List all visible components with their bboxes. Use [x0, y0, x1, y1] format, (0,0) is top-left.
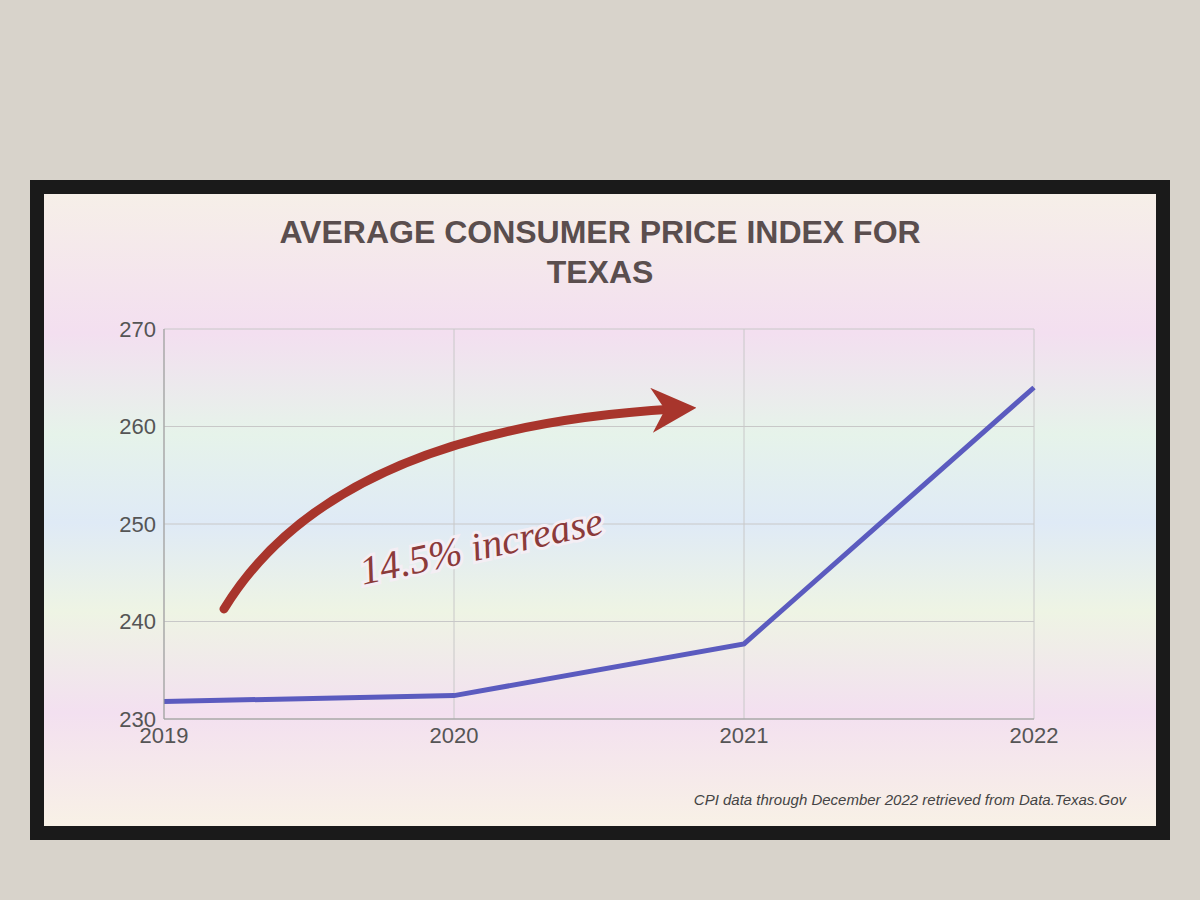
svg-text:2022: 2022 — [1010, 723, 1059, 748]
svg-text:2021: 2021 — [720, 723, 769, 748]
svg-text:240: 240 — [119, 609, 156, 634]
svg-text:14.5% increase: 14.5% increase — [356, 498, 607, 593]
svg-text:250: 250 — [119, 512, 156, 537]
svg-text:2019: 2019 — [139, 722, 189, 748]
svg-text:270: 270 — [119, 317, 156, 342]
svg-text:230: 230 — [119, 707, 156, 732]
html-text:CPI data through December 2022: CPI data through December 2022 retrieved… — [693, 791, 1126, 808]
svg-text:2020: 2020 — [430, 723, 479, 748]
html-text:AVERAGE CONSUMER PRICE INDEX F: AVERAGE CONSUMER PRICE INDEX FOR TEXAS — [279, 214, 921, 290]
svg-text:260: 260 — [119, 414, 156, 439]
